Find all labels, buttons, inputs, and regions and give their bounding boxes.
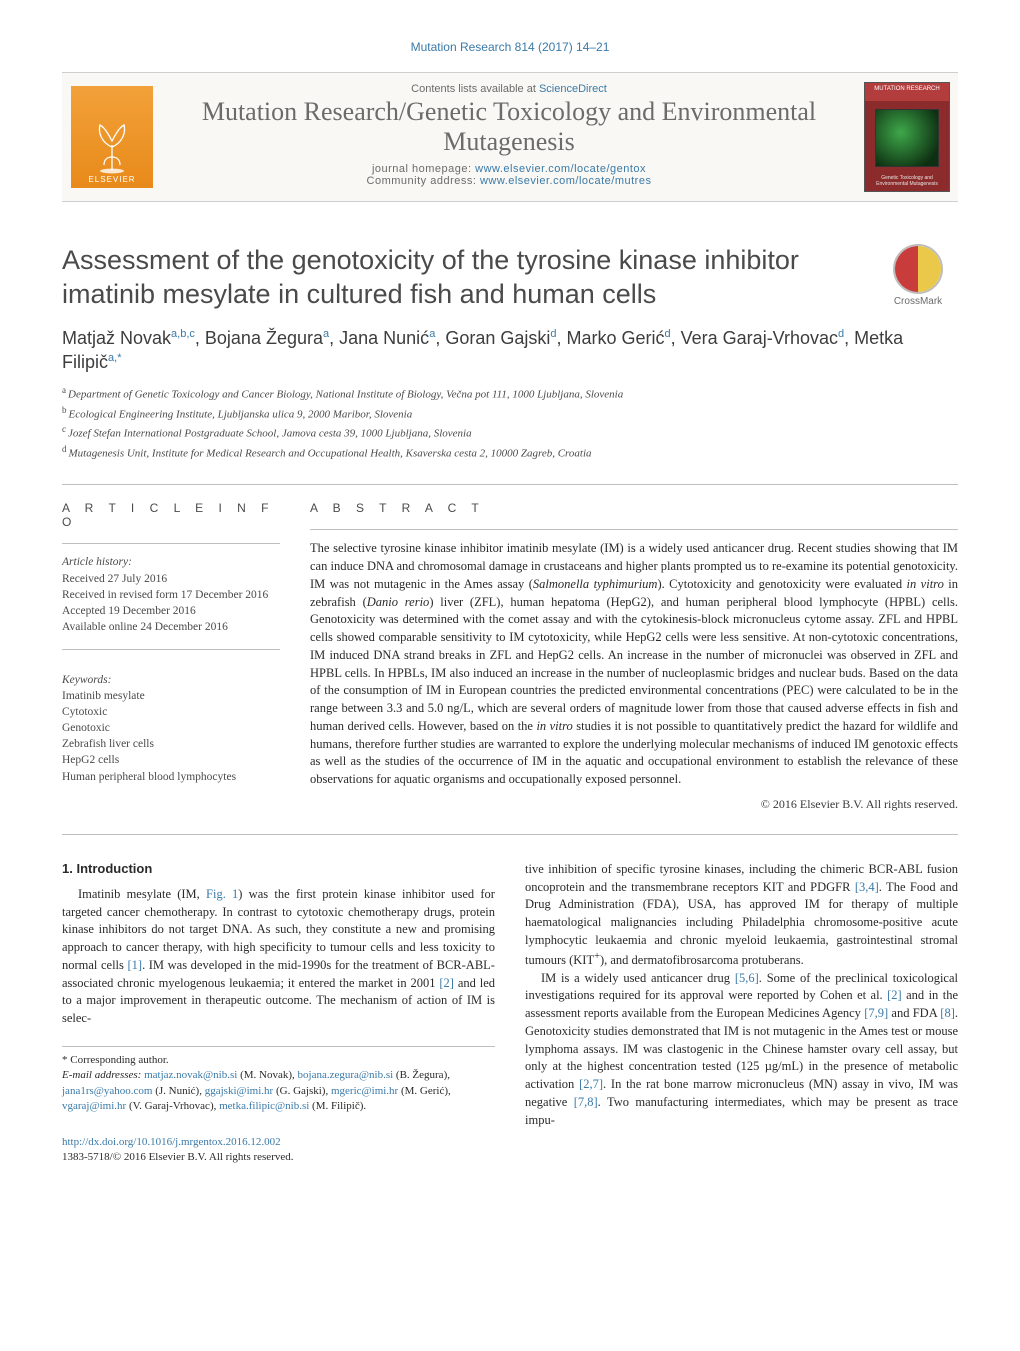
section-divider [62,543,280,544]
article-footer: http://dx.doi.org/10.1016/j.mrgentox.201… [62,1135,495,1166]
abstract-text: The selective tyrosine kinase inhibitor … [310,540,958,789]
keywords-block: Keywords: Imatinib mesylateCytotoxicGeno… [62,672,280,785]
article-title: Assessment of the genotoxicity of the ty… [62,244,866,312]
crossmark-badge[interactable]: CrossMark [878,244,958,307]
author-email-link[interactable]: metka.filipic@nib.si [216,1100,309,1112]
intro-paragraph: IM is a widely used anticancer drug [5,6… [525,970,958,1130]
history-line: Available online 24 December 2016 [62,619,280,635]
section-divider [62,834,958,835]
keyword: Imatinib mesylate [62,688,280,704]
section-divider [62,649,280,650]
author-email-link[interactable]: jana1rs@yahoo.com [62,1085,152,1097]
homepage-label: journal homepage: [372,163,475,175]
section-divider [310,529,958,530]
elsevier-tree-icon [84,113,140,175]
copyright-line: © 2016 Elsevier B.V. All rights reserved… [310,797,958,812]
author-email-link[interactable]: vgaraj@imi.hr [62,1100,126,1112]
author-email-link[interactable]: ggajski@imi.hr [202,1085,273,1097]
crossmark-icon [893,244,943,294]
history-head: Article history: [62,556,132,568]
author-email-link[interactable]: bojana.zegura@nib.si [295,1069,393,1081]
author-email-name: (M. Gerić), [398,1085,451,1097]
email-addresses-label: E-mail addresses: [62,1069,141,1081]
cover-foot: Genetic Toxicology and Environmental Mut… [865,175,949,187]
history-line: Received 27 July 2016 [62,571,280,587]
journal-masthead: ELSEVIER Contents lists available at Sci… [62,72,958,202]
publisher-logo: ELSEVIER [62,73,162,201]
author-email-link[interactable]: matjaz.novak@nib.si [144,1069,237,1081]
issn-line: 1383-5718/© 2016 Elsevier B.V. All right… [62,1151,294,1163]
author-email-link[interactable]: mgeric@imi.hr [328,1085,398,1097]
cover-band: MUTATION RESEARCH [865,83,949,101]
keyword: HepG2 cells [62,752,280,768]
article-info-head: A R T I C L E I N F O [62,501,280,529]
intro-heading: 1. Introduction [62,861,495,876]
keyword: Cytotoxic [62,704,280,720]
section-divider [62,484,958,485]
contents-lists-line: Contents lists available at ScienceDirec… [168,83,850,95]
publisher-logo-text: ELSEVIER [88,175,135,184]
author-email-name: (B. Žegura), [393,1069,450,1081]
journal-cover-thumb: MUTATION RESEARCH Genetic Toxicology and… [856,73,958,201]
affiliation: aDepartment of Genetic Toxicology and Ca… [62,384,958,404]
author-email-name: (G. Gajski), [273,1085,328,1097]
authors-line: Matjaž Novaka,b,c, Bojana Žeguraa, Jana … [62,326,958,375]
sciencedirect-link[interactable]: ScienceDirect [539,83,607,95]
homepage-link[interactable]: www.elsevier.com/locate/gentox [475,163,646,175]
journal-reference: Mutation Research 814 (2017) 14–21 [62,40,958,54]
contents-prefix: Contents lists available at [411,83,539,95]
doi-link[interactable]: http://dx.doi.org/10.1016/j.mrgentox.201… [62,1136,281,1148]
keyword: Zebrafish liver cells [62,736,280,752]
affiliations: aDepartment of Genetic Toxicology and Ca… [62,384,958,462]
affiliation: dMutagenesis Unit, Institute for Medical… [62,443,958,463]
article-history: Article history: Received 27 July 2016Re… [62,554,280,634]
crossmark-label: CrossMark [894,296,942,307]
intro-paragraph: tive inhibition of specific tyrosine kin… [525,861,958,970]
community-label: Community address: [367,175,480,187]
cover-image-icon [875,109,939,167]
corresponding-author-block: * Corresponding author. E-mail addresses… [62,1046,495,1115]
author-email-name: (V. Garaj-Vrhovac), [126,1100,216,1112]
keyword: Genotoxic [62,720,280,736]
history-line: Accepted 19 December 2016 [62,603,280,619]
affiliation: bEcological Engineering Institute, Ljubl… [62,404,958,424]
history-line: Received in revised form 17 December 201… [62,587,280,603]
author-email-name: (M. Filipič). [309,1100,366,1112]
affiliation: cJozef Stefan International Postgraduate… [62,423,958,443]
author-email-name: (J. Nunić), [152,1085,202,1097]
author-email-name: (M. Novak), [237,1069,294,1081]
keywords-head: Keywords: [62,674,111,686]
community-link[interactable]: www.elsevier.com/locate/mutres [480,175,652,187]
intro-paragraph: Imatinib mesylate (IM, Fig. 1) was the f… [62,886,495,1028]
abstract-head: A B S T R A C T [310,501,958,515]
keyword: Human peripheral blood lymphocytes [62,769,280,785]
journal-name: Mutation Research/Genetic Toxicology and… [168,97,850,157]
corresponding-star: * Corresponding author. [62,1053,495,1068]
